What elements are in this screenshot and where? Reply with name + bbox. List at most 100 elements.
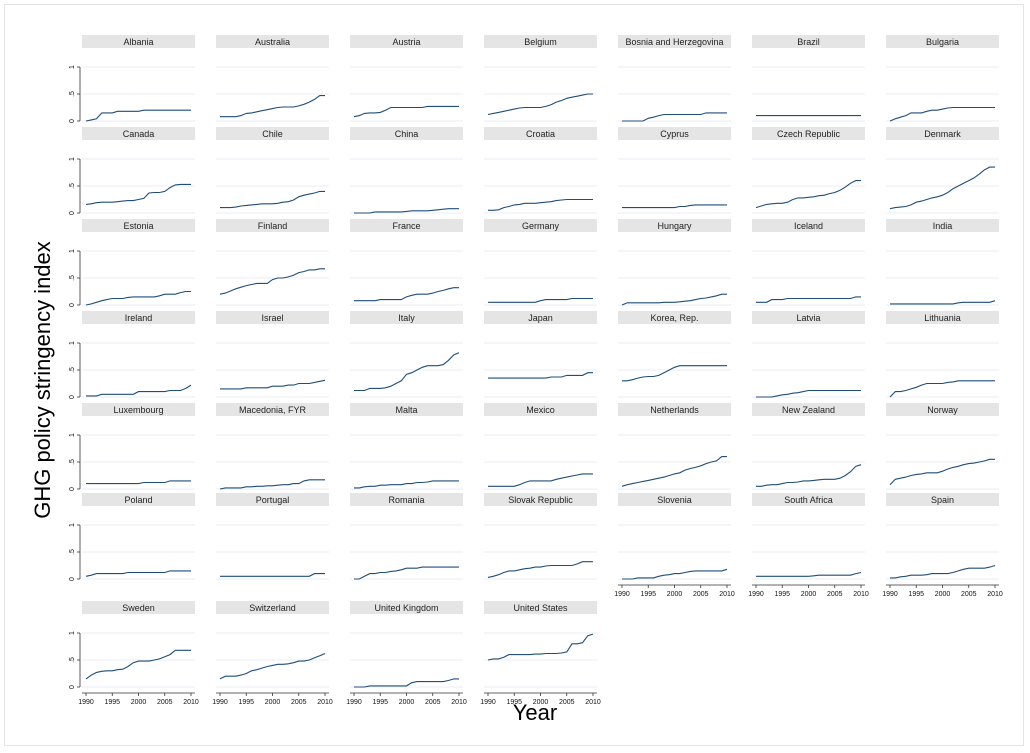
series-line <box>86 384 192 397</box>
panel-header <box>82 219 195 232</box>
x-tick-label: 2005 <box>425 699 441 706</box>
series-line <box>85 183 191 205</box>
y-tick-label: .5 <box>69 657 76 663</box>
plot-region <box>4 4 1024 746</box>
y-tick-label: 1 <box>69 157 76 161</box>
panel-header <box>618 127 731 140</box>
x-tick-label: 1990 <box>480 699 496 706</box>
panel-title: Norway <box>927 405 958 415</box>
panel-title: Poland <box>124 495 152 505</box>
panel-title: Estonia <box>123 221 153 231</box>
panel-header <box>886 493 999 506</box>
y-tick-label: .5 <box>69 367 76 373</box>
x-tick-label: 1995 <box>238 699 254 706</box>
panel: Denmark <box>886 127 999 214</box>
series-line <box>622 204 727 209</box>
panel: Iceland <box>752 219 865 306</box>
panel-title: Portugal <box>256 495 290 505</box>
y-tick-label: 1 <box>69 249 76 253</box>
panel-title: Australia <box>255 37 290 47</box>
series-line <box>354 287 459 302</box>
x-tick-label: 1995 <box>774 591 790 598</box>
series-line <box>622 568 728 580</box>
panel-title: Bosnia and Herzegovina <box>625 37 723 47</box>
panel: Ireland 0 .5 1 <box>69 311 195 399</box>
y-tick-label: 0 <box>69 303 76 307</box>
panel-header <box>618 493 731 506</box>
panel-header <box>752 219 865 232</box>
panel: Czech Republic <box>752 127 865 214</box>
panel-title: Malta <box>395 405 417 415</box>
x-tick-label: 2000 <box>399 699 415 706</box>
x-tick-label: 2000 <box>667 591 683 598</box>
panel-header <box>350 219 463 232</box>
panel-header <box>886 403 999 416</box>
series-line <box>622 365 727 382</box>
series-line <box>756 296 861 303</box>
panel: Australia <box>216 35 329 122</box>
series-line <box>889 106 995 122</box>
panel-header <box>752 311 865 324</box>
x-tick-label: 1990 <box>882 591 898 598</box>
y-tick-label: 0 <box>69 395 76 399</box>
series-line <box>488 198 593 211</box>
panel-title: China <box>395 129 419 139</box>
series-line <box>756 389 861 398</box>
y-tick-label: .5 <box>69 459 76 465</box>
panel: Malta <box>350 403 463 490</box>
panel-header <box>216 493 329 506</box>
series-line <box>354 678 459 688</box>
x-tick-label: 2000 <box>265 699 281 706</box>
series-line <box>85 649 191 680</box>
panel: Lithuania <box>886 311 999 398</box>
panel-header <box>216 601 329 614</box>
panel: Slovenia 1990 1995 2000 2005 2010 <box>614 493 735 598</box>
panel: Finland <box>216 219 329 306</box>
panel-title: Croatia <box>526 129 555 139</box>
panel: Israel <box>216 311 329 398</box>
panel-title: Bulgaria <box>926 37 959 47</box>
panel-header <box>350 493 463 506</box>
panel: Netherlands <box>618 403 731 490</box>
panel-title: Lithuania <box>924 313 961 323</box>
x-tick-label: 1990 <box>78 699 94 706</box>
panel-title: Cyprus <box>660 129 689 139</box>
y-tick-label: 1 <box>69 341 76 345</box>
x-tick-label: 2000 <box>533 699 549 706</box>
panel-header <box>886 311 999 324</box>
series-line <box>487 561 593 578</box>
panel: Brazil <box>752 35 865 122</box>
series-line <box>220 190 325 209</box>
panel-title: Chile <box>262 129 283 139</box>
panel: Chile <box>216 127 329 214</box>
panel-header <box>350 601 463 614</box>
panel-header <box>216 35 329 48</box>
y-tick-label: .5 <box>69 91 76 97</box>
series-line <box>220 379 326 390</box>
series-line <box>219 268 325 295</box>
y-tick-label: 1 <box>69 523 76 527</box>
series-line <box>219 479 325 490</box>
panel-title: Romania <box>388 495 424 505</box>
series-line <box>354 208 459 214</box>
series-line <box>220 573 325 577</box>
series-line <box>354 480 459 489</box>
series-line <box>889 458 995 486</box>
panel-title: Canada <box>123 129 155 139</box>
panel-header <box>216 403 329 416</box>
y-tick-label: .5 <box>69 275 76 281</box>
panel-header <box>216 219 329 232</box>
series-line <box>220 95 325 118</box>
x-tick-label: 2005 <box>291 699 307 706</box>
panel-header <box>484 127 597 140</box>
x-tick-label: 2000 <box>935 591 951 598</box>
panel: Austria <box>350 35 463 122</box>
panel-title: Slovak Republic <box>508 495 573 505</box>
panel-title: United Kingdom <box>374 603 438 613</box>
y-tick-label: .5 <box>69 549 76 555</box>
panel-title: Israel <box>261 313 283 323</box>
x-tick-label: 1995 <box>506 699 522 706</box>
panel-title: Czech Republic <box>777 129 841 139</box>
panel-header <box>618 403 731 416</box>
panel: New Zealand <box>752 403 865 490</box>
